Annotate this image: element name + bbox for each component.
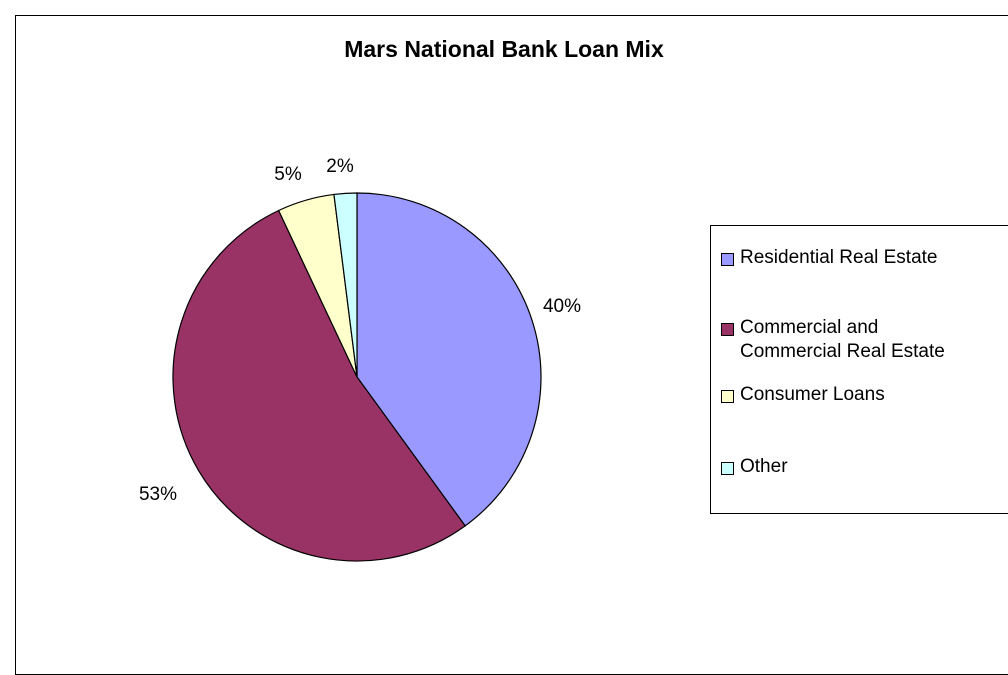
legend-swatch-other xyxy=(721,462,734,475)
pie-slice-residential xyxy=(356,192,542,527)
slice-label-consumer: 5% xyxy=(274,164,302,185)
slice-label-other: 2% xyxy=(326,156,354,177)
legend-label-residential: Residential Real Estate xyxy=(740,247,938,268)
legend-label-other: Other xyxy=(740,456,788,477)
legend-label-commercial: Commercial and Commercial Real Estate xyxy=(740,317,945,362)
legend-item-other: Other xyxy=(721,455,788,479)
slice-label-commercial: 53% xyxy=(139,484,177,505)
legend: Residential Real Estate Commercial and C… xyxy=(710,225,1008,514)
legend-swatch-commercial xyxy=(721,323,734,336)
pie-slices xyxy=(172,192,542,562)
pie-slice-other xyxy=(333,192,358,378)
slice-label-residential: 40% xyxy=(543,296,581,317)
legend-swatch-residential xyxy=(721,253,734,266)
pie-slice-commercial xyxy=(172,209,466,562)
legend-label-consumer: Consumer Loans xyxy=(740,384,885,405)
legend-item-commercial: Commercial and Commercial Real Estate xyxy=(721,316,945,364)
legend-item-residential: Residential Real Estate xyxy=(721,246,938,270)
pie-slice-labels: 40% 53% 5% 2% xyxy=(139,156,581,505)
legend-swatch-consumer xyxy=(721,390,734,403)
legend-item-consumer: Consumer Loans xyxy=(721,383,885,407)
chart-title: Mars National Bank Loan Mix xyxy=(344,36,664,62)
